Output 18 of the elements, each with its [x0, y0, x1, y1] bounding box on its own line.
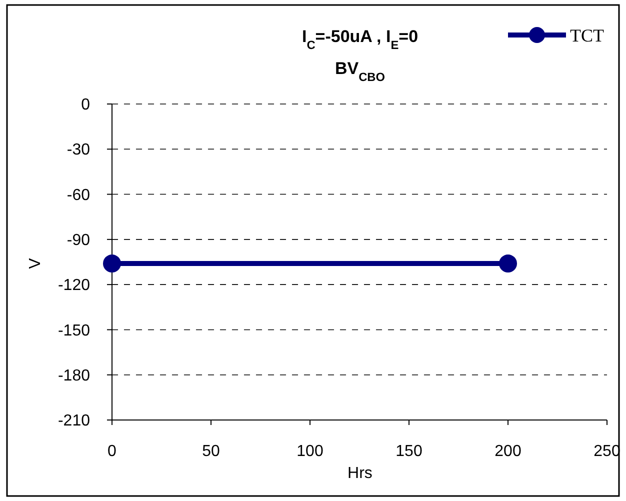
x-tick-label: 100 [296, 443, 324, 460]
y-tick-label: -120 [58, 277, 90, 294]
y-tick-label: -150 [58, 322, 90, 340]
chart-title: I$_{C}$=-50uA , I$_{E}$=0 [302, 27, 418, 52]
x-tick-label: 50 [202, 443, 220, 460]
y-tick-label: 0 [81, 96, 90, 114]
x-tick-label: 200 [494, 443, 522, 460]
x-tick-label: 150 [396, 443, 422, 460]
x-tick-label: 0 [108, 443, 117, 460]
y-tick-label: -180 [58, 367, 90, 384]
legend-label: TCT [570, 25, 604, 46]
y-axis-title: V [27, 258, 44, 269]
chart-subtitle: BV$_{CBO}$ [334, 59, 386, 84]
y-tick-label: -60 [66, 186, 90, 204]
x-axis-title: Hrs [348, 465, 372, 482]
y-tick-label: -210 [58, 412, 90, 430]
y-tick-label: -30 [66, 142, 90, 159]
y-tick-label: -90 [66, 232, 90, 250]
